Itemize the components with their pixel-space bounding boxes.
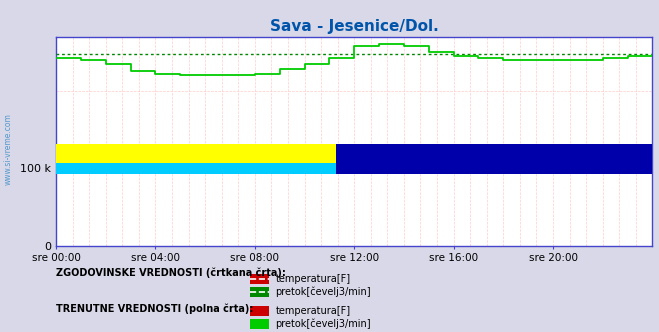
Text: temperatura[F]: temperatura[F] (275, 306, 351, 316)
Text: pretok[čevelj3/min]: pretok[čevelj3/min] (275, 287, 371, 297)
Title: Sava - Jesenice/Dol.: Sava - Jesenice/Dol. (270, 19, 439, 34)
Text: www.si-vreme.com: www.si-vreme.com (3, 114, 13, 185)
Text: temperatura[F]: temperatura[F] (275, 274, 351, 284)
Text: TRENUTNE VREDNOSTI (polna črta):: TRENUTNE VREDNOSTI (polna črta): (56, 304, 254, 314)
Text: pretok[čevelj3/min]: pretok[čevelj3/min] (275, 318, 371, 329)
Bar (336, 144, 659, 174)
Bar (0, 144, 336, 163)
Bar (0, 163, 336, 174)
Text: ZGODOVINSKE VREDNOSTI (črtkana črta):: ZGODOVINSKE VREDNOSTI (črtkana črta): (56, 267, 286, 278)
Text: www.si-vreme.com: www.si-vreme.com (206, 144, 503, 172)
